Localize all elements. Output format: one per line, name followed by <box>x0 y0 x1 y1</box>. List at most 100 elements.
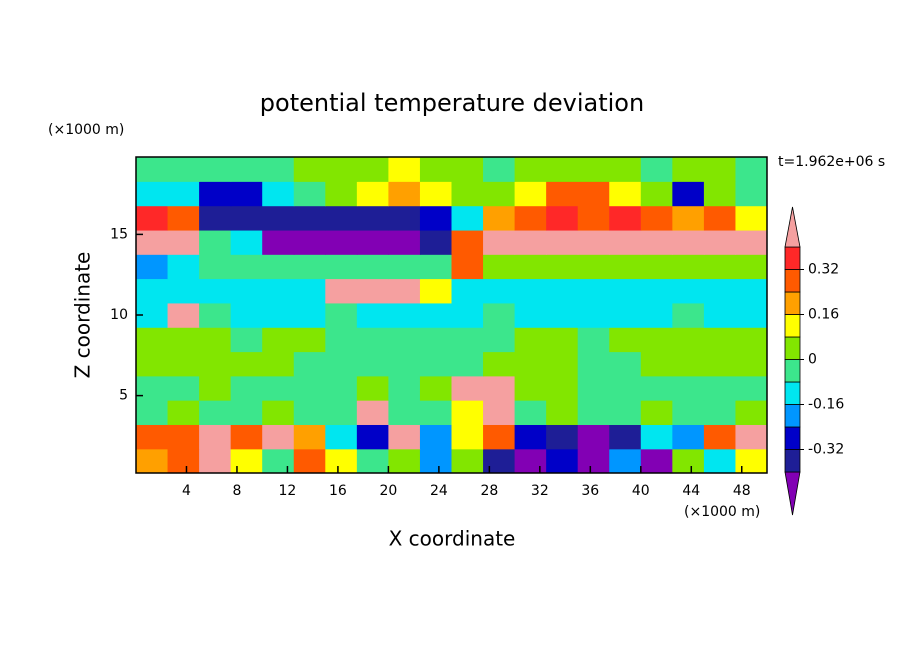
contour-cell <box>262 424 295 450</box>
contour-cell <box>451 302 484 328</box>
contour-cell <box>672 351 705 377</box>
contour-cell <box>167 327 200 353</box>
colorbar-box <box>784 269 801 293</box>
contour-cell <box>325 400 358 425</box>
contour-cell <box>167 181 200 207</box>
contour-cell <box>356 327 389 353</box>
contour-cell <box>735 278 767 304</box>
contour-cell <box>199 302 232 328</box>
contour-cell <box>703 424 737 450</box>
colorbar-tick-label: 0.16 <box>808 307 839 323</box>
contour-cell <box>356 229 389 255</box>
contour-cell <box>167 205 200 231</box>
contour-cell <box>136 254 169 280</box>
contour-cell <box>546 375 579 401</box>
contour-cell <box>735 351 767 377</box>
contour-cell <box>230 254 263 280</box>
contour-cell <box>388 302 421 328</box>
contour-cell <box>514 254 547 280</box>
contour-cell <box>577 448 610 473</box>
contour-cell <box>199 229 232 255</box>
contour-cell <box>262 254 295 280</box>
contour-cell <box>451 278 484 304</box>
contour-cell <box>356 351 389 377</box>
contour-cell <box>672 181 705 207</box>
contour-cell <box>451 400 484 425</box>
x-tick-label: 20 <box>379 483 397 499</box>
contour-cell <box>672 302 705 328</box>
contour-cell <box>640 229 673 255</box>
x-tick-label: 32 <box>531 483 549 499</box>
contour-cell <box>356 448 389 473</box>
contour-cell <box>546 448 579 473</box>
x-unit-label: (×1000 m) <box>684 504 760 520</box>
y-unit-label: (×1000 m) <box>48 122 124 138</box>
contour-cell <box>514 351 547 377</box>
contour-cell <box>514 278 547 304</box>
contour-cell <box>199 375 232 401</box>
contour-cell <box>388 181 421 207</box>
contour-cell <box>293 424 326 450</box>
contour-cell <box>230 327 263 353</box>
contour-cell <box>546 351 579 377</box>
contour-cell <box>388 254 421 280</box>
contour-cell <box>703 327 737 353</box>
contour-cell <box>451 205 484 231</box>
contour-cell <box>167 448 200 473</box>
contour-cell <box>230 400 263 425</box>
contour-cell <box>546 229 579 255</box>
contour-cell <box>136 448 169 473</box>
contour-cell <box>546 424 579 450</box>
contour-cell <box>136 181 169 207</box>
contour-cell <box>419 424 453 450</box>
contour-cell <box>672 157 705 182</box>
colorbar-box <box>784 336 801 360</box>
colorbar-box <box>784 449 801 473</box>
contour-cell <box>577 205 610 231</box>
contour-cell <box>514 229 547 255</box>
contour-cell <box>514 302 547 328</box>
contour-field <box>136 157 767 473</box>
contour-cell <box>483 375 516 401</box>
colorbar-box <box>784 246 801 270</box>
colorbar-box <box>784 314 801 338</box>
colorbar-box <box>784 381 801 405</box>
contour-cell <box>451 229 484 255</box>
contour-cell <box>136 375 169 401</box>
contour-cell <box>293 157 326 182</box>
contour-cell <box>609 157 642 182</box>
contour-cell <box>293 254 326 280</box>
contour-cell <box>672 229 705 255</box>
contour-cell <box>640 157 673 182</box>
contour-cell <box>293 327 326 353</box>
contour-cell <box>262 157 295 182</box>
colorbar-tick-label: 0 <box>808 352 817 368</box>
contour-cell <box>167 229 200 255</box>
contour-cell <box>136 278 169 304</box>
colorbar-box <box>784 426 801 450</box>
contour-cell <box>609 205 642 231</box>
contour-cell <box>703 351 737 377</box>
contour-cell <box>640 205 673 231</box>
contour-cell <box>672 327 705 353</box>
contour-cell <box>199 254 232 280</box>
contour-cell <box>514 181 547 207</box>
contour-cell <box>262 375 295 401</box>
contour-cell <box>167 424 200 450</box>
contour-cell <box>703 181 737 207</box>
contour-cell <box>419 157 453 182</box>
contour-cell <box>640 181 673 207</box>
contour-cell <box>356 424 389 450</box>
contour-cell <box>293 302 326 328</box>
contour-cell <box>609 375 642 401</box>
contour-cell <box>167 254 200 280</box>
contour-cell <box>293 205 326 231</box>
contour-cell <box>609 400 642 425</box>
contour-cell <box>325 302 358 328</box>
x-tick-label: 28 <box>480 483 498 499</box>
colorbar-tick-label: -0.16 <box>808 397 844 413</box>
contour-cell <box>546 278 579 304</box>
contour-cell <box>388 448 421 473</box>
